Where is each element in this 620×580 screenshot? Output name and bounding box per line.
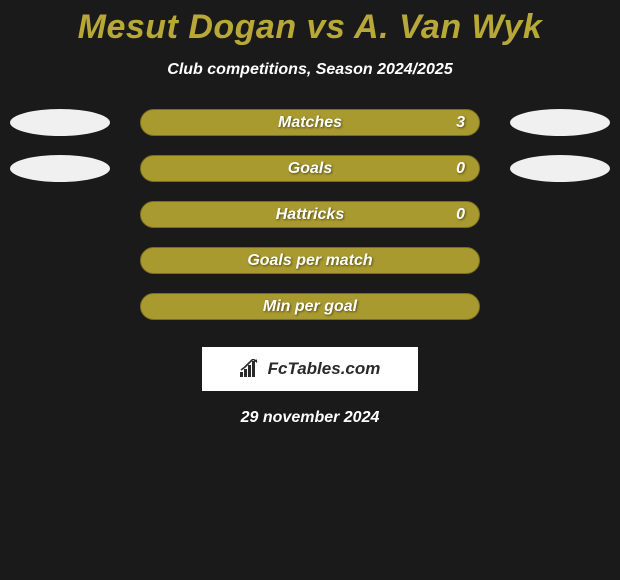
stat-bar: Min per goal: [140, 293, 480, 320]
stat-value-right: 3: [456, 114, 465, 132]
stat-bar: Hattricks 0: [140, 201, 480, 228]
comparison-card: Mesut Dogan vs A. Van Wyk Club competiti…: [0, 0, 620, 580]
stat-bar: Goals 0: [140, 155, 480, 182]
player-left-marker: [10, 109, 110, 136]
stat-row: Goals per match: [0, 247, 620, 274]
stats-area: Matches 3 Goals 0 Hattricks 0 Goals per match M…: [0, 109, 620, 339]
stat-label: Goals: [288, 160, 332, 178]
date-text: 29 november 2024: [241, 409, 380, 427]
player-right-marker: [510, 155, 610, 182]
page-title: Mesut Dogan vs A. Van Wyk: [78, 8, 543, 47]
stat-label: Hattricks: [276, 206, 344, 224]
stat-row: Matches 3: [0, 109, 620, 136]
stat-value-right: 0: [456, 206, 465, 224]
stat-label: Min per goal: [263, 298, 357, 316]
stat-row: Hattricks 0: [0, 201, 620, 228]
stat-label: Goals per match: [247, 252, 372, 270]
chart-icon: [240, 359, 262, 379]
stat-row: Goals 0: [0, 155, 620, 182]
branding-badge: FcTables.com: [202, 347, 418, 391]
player-left-marker: [10, 155, 110, 182]
branding-text: FcTables.com: [268, 359, 381, 379]
stat-bar: Goals per match: [140, 247, 480, 274]
stat-label: Matches: [278, 114, 342, 132]
player-right-marker: [510, 109, 610, 136]
subtitle: Club competitions, Season 2024/2025: [167, 61, 452, 79]
stat-value-right: 0: [456, 160, 465, 178]
stat-bar: Matches 3: [140, 109, 480, 136]
stat-row: Min per goal: [0, 293, 620, 320]
